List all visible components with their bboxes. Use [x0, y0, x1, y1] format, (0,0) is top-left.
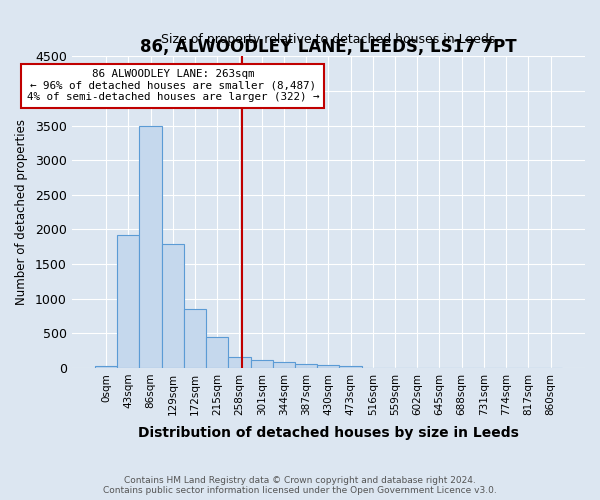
Bar [117, 235, 139, 368]
Bar [184, 309, 206, 368]
Y-axis label: Number of detached properties: Number of detached properties [15, 119, 28, 305]
Bar [317, 365, 340, 368]
Bar [251, 360, 273, 368]
Text: Contains HM Land Registry data © Crown copyright and database right 2024.
Contai: Contains HM Land Registry data © Crown c… [103, 476, 497, 495]
Bar [229, 357, 251, 368]
Title: 86, ALWOODLEY LANE, LEEDS, LS17 7PT: 86, ALWOODLEY LANE, LEEDS, LS17 7PT [140, 38, 517, 56]
Bar [295, 364, 317, 368]
Bar [340, 366, 362, 368]
X-axis label: Distribution of detached houses by size in Leeds: Distribution of detached houses by size … [138, 426, 519, 440]
Bar [273, 362, 295, 368]
Bar [139, 126, 161, 368]
Text: Size of property relative to detached houses in Leeds: Size of property relative to detached ho… [161, 32, 496, 46]
Text: 86 ALWOODLEY LANE: 263sqm
← 96% of detached houses are smaller (8,487)
4% of sem: 86 ALWOODLEY LANE: 263sqm ← 96% of detac… [26, 69, 319, 102]
Bar [95, 366, 117, 368]
Bar [206, 337, 229, 368]
Bar [161, 244, 184, 368]
